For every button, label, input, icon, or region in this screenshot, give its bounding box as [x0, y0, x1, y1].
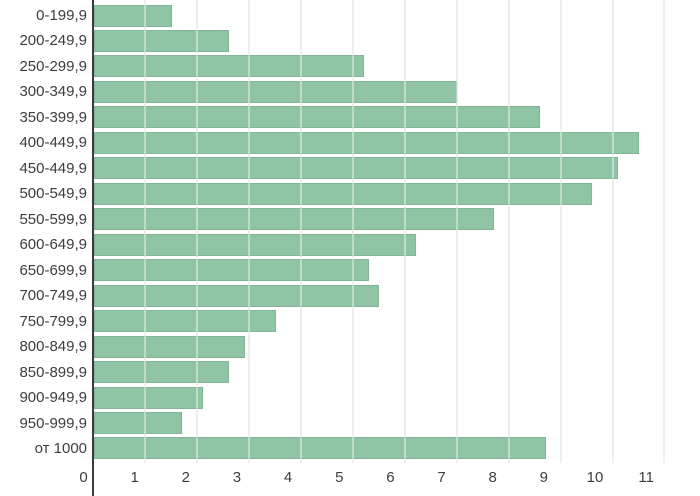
bar[interactable] [94, 29, 229, 52]
gridline-overlay [455, 0, 458, 463]
bar[interactable] [94, 310, 276, 333]
x-tick-label: 6 [386, 469, 395, 486]
gridline [248, 0, 251, 463]
bar[interactable] [94, 106, 541, 129]
category-label: 550-599,9 [19, 210, 87, 228]
bar[interactable] [94, 233, 416, 256]
x-tick-label: 7 [437, 469, 446, 486]
bar[interactable] [94, 259, 370, 282]
category-label: 0-199,9 [36, 7, 87, 24]
gridline-overlay [507, 0, 510, 463]
x-tick-label: 8 [488, 469, 497, 486]
category-label: 500-549,9 [19, 185, 87, 203]
gridline [144, 0, 147, 463]
gridline-overlay [352, 0, 354, 463]
gridline [559, 0, 562, 463]
gridline [196, 0, 199, 463]
gridline [507, 0, 510, 463]
bar[interactable] [94, 437, 546, 460]
x-tick-label: 11 [638, 469, 654, 486]
category-label: 450-449,9 [19, 159, 87, 177]
bar[interactable] [94, 182, 593, 205]
bar[interactable] [94, 284, 380, 307]
category-label: 600-649,9 [19, 236, 87, 254]
bar[interactable] [94, 157, 619, 180]
category-label: 700-749,9 [19, 287, 87, 305]
gridline [403, 0, 406, 463]
gridline [611, 0, 614, 463]
x-tick-label: 3 [232, 469, 242, 486]
category-label: 950-999,9 [19, 414, 87, 432]
gridline-overlay [196, 0, 199, 463]
gridline [455, 0, 458, 463]
category-label: 750-799,9 [19, 312, 87, 330]
category-label: 250-299,9 [19, 57, 87, 75]
category-label: 850-899,9 [19, 363, 87, 381]
bar[interactable] [94, 386, 203, 409]
gridline [663, 0, 666, 463]
x-tick-label: 4 [283, 469, 293, 486]
gridline-overlay [611, 0, 614, 463]
gridline-overlay [300, 0, 303, 463]
bar[interactable] [94, 361, 229, 384]
gridline-overlay [248, 0, 251, 463]
gridline-overlay [144, 0, 147, 463]
category-label: 350-399,9 [19, 108, 87, 126]
bar[interactable] [94, 80, 458, 103]
bar[interactable] [94, 4, 172, 27]
x-tick-label: 0 [79, 469, 88, 486]
gridline [300, 0, 303, 463]
y-axis-line [92, 0, 94, 496]
category-label: 200-249,9 [19, 32, 87, 50]
gridline-overlay [663, 0, 666, 463]
bar[interactable] [94, 412, 183, 435]
gridline-overlay [403, 0, 406, 463]
category-label: 900-949,9 [19, 389, 87, 407]
gridline [352, 0, 354, 463]
bar[interactable] [94, 131, 639, 154]
x-tick-label: 1 [130, 469, 139, 486]
bar[interactable] [94, 335, 245, 358]
bar[interactable] [94, 55, 364, 78]
x-tick-label: 5 [335, 469, 344, 486]
x-tick-label: 10 [586, 469, 604, 486]
category-label: от 1000 [34, 439, 87, 457]
category-label: 300-349,9 [19, 83, 87, 101]
x-tick-label: 9 [539, 469, 549, 486]
category-label: 400-449,9 [19, 134, 87, 152]
category-label: 650-699,9 [19, 261, 87, 279]
gridline-overlay [559, 0, 562, 463]
bar[interactable] [94, 208, 494, 231]
category-label: 800-849,9 [19, 338, 87, 356]
x-tick-label: 2 [181, 469, 190, 486]
